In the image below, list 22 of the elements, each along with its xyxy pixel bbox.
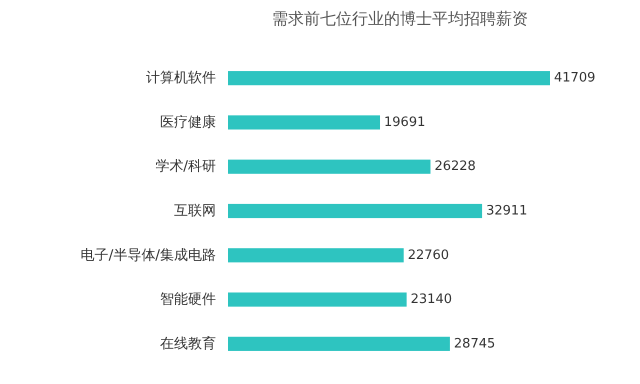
bar: [228, 336, 450, 351]
data-label: 41709: [554, 70, 596, 86]
bar: [228, 160, 430, 174]
data-label: 28745: [454, 336, 496, 352]
bar: [228, 71, 550, 86]
bar: [228, 115, 380, 130]
bar: [228, 292, 407, 307]
chart-title: 需求前七位行业的博士平均招聘薪资: [272, 9, 528, 28]
bar: [228, 204, 482, 218]
y-tick-label: 在线教育: [160, 334, 216, 352]
y-tick-label: 电子/半导体/集成电路: [80, 247, 216, 264]
y-tick-label: 学术/科研: [155, 158, 216, 175]
y-tick-label: 计算机软件: [146, 70, 216, 86]
y-tick-label: 医疗健康: [160, 114, 216, 130]
y-tick-label: 互联网: [174, 203, 216, 219]
data-label: 23140: [410, 292, 452, 308]
data-label: 32911: [486, 204, 528, 218]
bar: [228, 248, 404, 262]
y-tick-label: 智能硬件: [160, 292, 216, 308]
data-label: 19691: [384, 114, 426, 130]
data-label: 26228: [434, 159, 476, 174]
data-label: 22760: [408, 248, 450, 263]
